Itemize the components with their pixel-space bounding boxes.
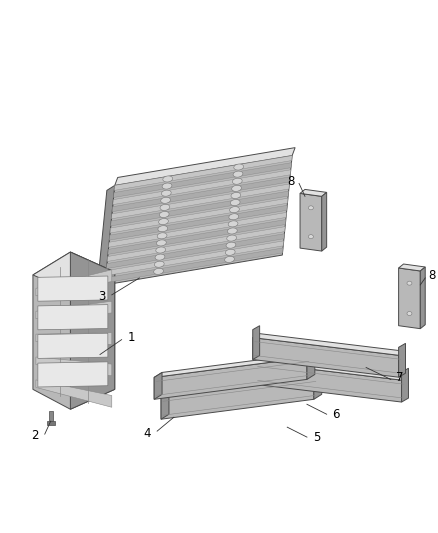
Polygon shape bbox=[399, 268, 420, 329]
Ellipse shape bbox=[162, 183, 172, 189]
Polygon shape bbox=[109, 213, 286, 247]
Polygon shape bbox=[36, 357, 112, 376]
Polygon shape bbox=[256, 362, 402, 402]
Polygon shape bbox=[38, 305, 108, 330]
Ellipse shape bbox=[226, 242, 236, 248]
Ellipse shape bbox=[162, 190, 171, 196]
Ellipse shape bbox=[225, 256, 234, 262]
Ellipse shape bbox=[234, 164, 244, 170]
Polygon shape bbox=[253, 337, 399, 377]
Polygon shape bbox=[113, 163, 291, 198]
Ellipse shape bbox=[154, 261, 164, 267]
Ellipse shape bbox=[232, 185, 241, 191]
Polygon shape bbox=[110, 205, 287, 240]
Text: 4: 4 bbox=[144, 426, 151, 440]
Polygon shape bbox=[111, 184, 290, 219]
Polygon shape bbox=[154, 358, 307, 399]
Text: 8: 8 bbox=[287, 175, 294, 188]
Polygon shape bbox=[36, 301, 112, 319]
Ellipse shape bbox=[230, 207, 239, 213]
Polygon shape bbox=[71, 252, 115, 409]
Polygon shape bbox=[38, 362, 108, 387]
Polygon shape bbox=[111, 191, 289, 226]
Text: 7: 7 bbox=[396, 371, 403, 384]
Ellipse shape bbox=[233, 171, 243, 177]
Polygon shape bbox=[36, 270, 112, 296]
Text: 3: 3 bbox=[99, 290, 106, 303]
Ellipse shape bbox=[227, 235, 237, 241]
Polygon shape bbox=[33, 252, 115, 409]
Polygon shape bbox=[49, 411, 53, 421]
Polygon shape bbox=[314, 373, 322, 399]
Polygon shape bbox=[105, 156, 292, 285]
Ellipse shape bbox=[407, 281, 412, 285]
Polygon shape bbox=[38, 276, 108, 301]
Polygon shape bbox=[154, 352, 315, 377]
Polygon shape bbox=[36, 333, 112, 344]
Polygon shape bbox=[108, 220, 286, 254]
Text: 6: 6 bbox=[332, 408, 340, 421]
Polygon shape bbox=[399, 343, 406, 377]
Polygon shape bbox=[36, 380, 112, 407]
Ellipse shape bbox=[233, 178, 242, 184]
Ellipse shape bbox=[156, 247, 166, 253]
Ellipse shape bbox=[156, 240, 166, 246]
Text: 1: 1 bbox=[127, 331, 135, 344]
Text: 2: 2 bbox=[32, 429, 39, 442]
Polygon shape bbox=[38, 333, 108, 358]
Text: 5: 5 bbox=[313, 431, 320, 443]
Polygon shape bbox=[253, 334, 406, 356]
Polygon shape bbox=[106, 241, 284, 276]
Polygon shape bbox=[300, 193, 322, 251]
Ellipse shape bbox=[160, 204, 170, 211]
Ellipse shape bbox=[155, 254, 165, 260]
Polygon shape bbox=[112, 177, 290, 212]
Ellipse shape bbox=[230, 199, 240, 206]
Polygon shape bbox=[107, 227, 285, 262]
Polygon shape bbox=[105, 248, 283, 283]
Ellipse shape bbox=[308, 235, 313, 239]
Polygon shape bbox=[256, 359, 409, 380]
Polygon shape bbox=[420, 267, 425, 329]
Ellipse shape bbox=[231, 192, 241, 198]
Ellipse shape bbox=[161, 197, 170, 203]
Polygon shape bbox=[154, 373, 162, 399]
Ellipse shape bbox=[157, 233, 167, 239]
Polygon shape bbox=[106, 234, 284, 269]
Polygon shape bbox=[114, 156, 292, 190]
Ellipse shape bbox=[407, 311, 412, 316]
Ellipse shape bbox=[159, 219, 168, 224]
Ellipse shape bbox=[154, 268, 163, 274]
Ellipse shape bbox=[229, 214, 239, 220]
Polygon shape bbox=[399, 264, 425, 271]
Polygon shape bbox=[47, 421, 55, 425]
Polygon shape bbox=[161, 373, 322, 397]
Polygon shape bbox=[402, 368, 409, 402]
Polygon shape bbox=[307, 352, 315, 379]
Polygon shape bbox=[161, 392, 169, 419]
Polygon shape bbox=[97, 185, 115, 290]
Text: 8: 8 bbox=[428, 270, 435, 282]
Ellipse shape bbox=[163, 176, 173, 182]
Ellipse shape bbox=[159, 212, 169, 217]
Ellipse shape bbox=[227, 228, 237, 234]
Ellipse shape bbox=[308, 206, 313, 210]
Polygon shape bbox=[300, 189, 327, 196]
Polygon shape bbox=[253, 326, 260, 360]
Polygon shape bbox=[110, 198, 288, 233]
Ellipse shape bbox=[225, 249, 235, 255]
Polygon shape bbox=[256, 351, 263, 384]
Ellipse shape bbox=[228, 221, 238, 227]
Polygon shape bbox=[322, 192, 327, 251]
Polygon shape bbox=[115, 148, 295, 185]
Ellipse shape bbox=[158, 225, 168, 232]
Polygon shape bbox=[113, 170, 291, 205]
Polygon shape bbox=[161, 377, 314, 419]
Polygon shape bbox=[33, 252, 115, 295]
